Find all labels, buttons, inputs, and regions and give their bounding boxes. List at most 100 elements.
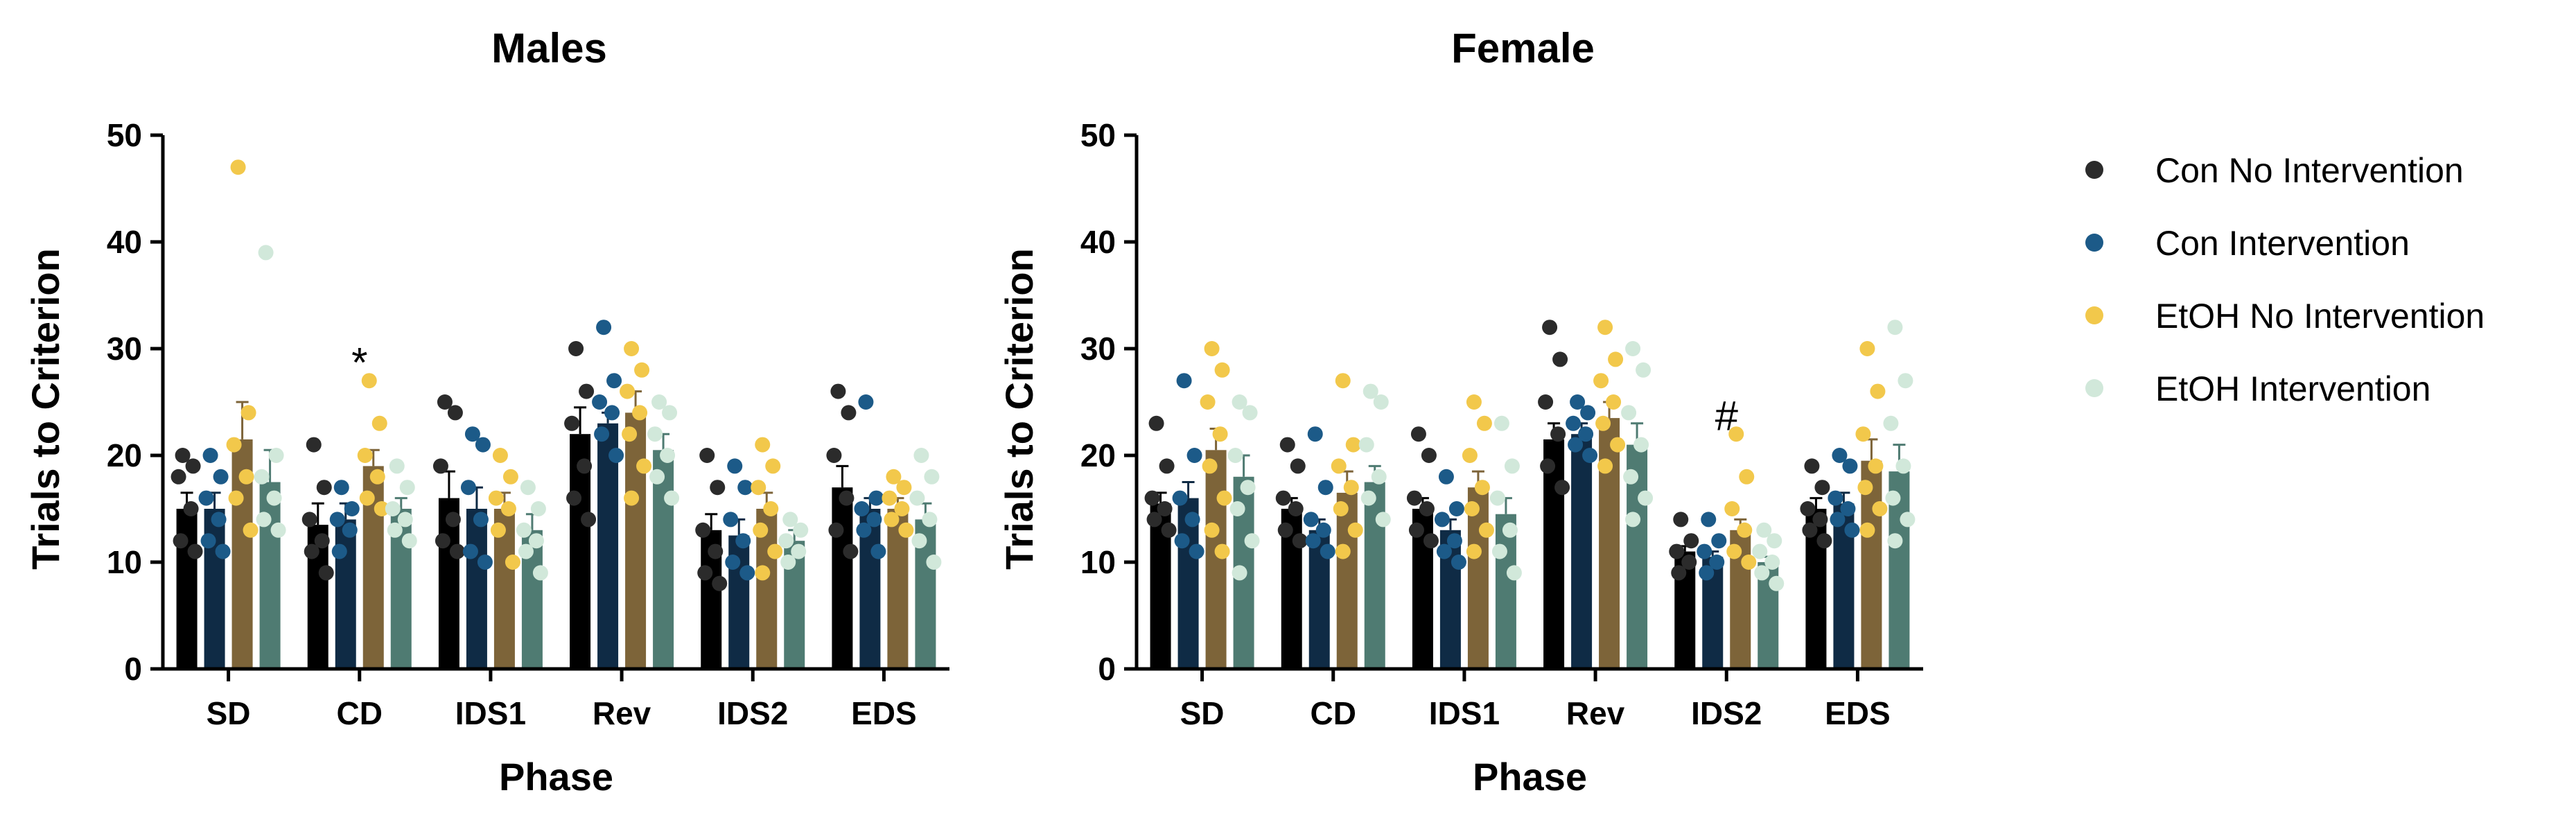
bar <box>466 509 487 669</box>
data-point <box>1580 405 1596 421</box>
data-point <box>460 480 476 496</box>
data-point <box>765 458 781 474</box>
data-point <box>230 159 246 175</box>
data-point <box>566 490 582 506</box>
data-point <box>1331 458 1347 474</box>
data-point <box>1883 415 1899 431</box>
data-point <box>1303 512 1319 527</box>
data-point <box>200 533 216 549</box>
data-point <box>723 512 739 527</box>
data-point <box>712 575 728 591</box>
data-point <box>1683 533 1699 549</box>
data-point <box>898 522 914 538</box>
data-point <box>1343 480 1359 496</box>
data-point <box>1554 480 1570 496</box>
data-point <box>1335 373 1351 389</box>
data-point <box>435 533 450 549</box>
data-point <box>1358 437 1374 453</box>
data-point <box>735 533 751 549</box>
data-point <box>739 565 755 581</box>
data-point <box>238 469 254 485</box>
data-point <box>258 245 274 261</box>
bar <box>1543 439 1565 669</box>
bar <box>1177 498 1199 669</box>
data-point <box>462 543 478 559</box>
data-point <box>856 522 872 538</box>
data-point <box>1844 522 1860 538</box>
data-point <box>1216 490 1232 506</box>
data-point <box>1146 512 1162 527</box>
data-point <box>1804 458 1820 474</box>
data-point <box>1900 512 1916 527</box>
data-point <box>185 458 201 474</box>
data-point <box>1144 490 1160 506</box>
data-point <box>1597 320 1613 335</box>
data-point <box>1597 458 1613 474</box>
data-point <box>1375 512 1391 527</box>
bar <box>570 434 591 669</box>
data-point <box>1767 533 1782 549</box>
data-point <box>1371 469 1387 485</box>
bar <box>438 498 459 669</box>
x-tick-label: IDS2 <box>717 695 788 731</box>
data-point <box>304 543 319 559</box>
data-point <box>1885 490 1901 506</box>
data-point <box>697 565 713 581</box>
data-point <box>1812 512 1828 527</box>
data-point <box>791 543 807 559</box>
legend-marker <box>2085 379 2103 397</box>
data-point <box>397 512 413 527</box>
data-point <box>488 490 504 506</box>
bar <box>1599 418 1620 669</box>
data-point <box>473 512 489 527</box>
data-point <box>911 533 927 549</box>
data-point <box>1229 501 1245 516</box>
data-point <box>1489 490 1505 506</box>
data-point <box>516 522 532 538</box>
data-point <box>1623 469 1639 485</box>
data-point <box>830 383 846 399</box>
data-point <box>1474 480 1490 496</box>
data-point <box>793 522 809 538</box>
data-point <box>1769 575 1785 591</box>
legend-label: EtOH No Intervention <box>2155 297 2485 335</box>
data-point <box>1832 448 1848 463</box>
data-point <box>843 543 859 559</box>
x-tick-label: Rev <box>1566 695 1625 731</box>
data-point <box>1288 501 1304 516</box>
y-tick-label: 20 <box>1080 437 1116 473</box>
data-point <box>695 522 711 538</box>
data-point <box>1741 555 1757 570</box>
data-point <box>1438 469 1454 485</box>
data-point <box>620 383 636 399</box>
data-point <box>664 490 680 506</box>
data-point <box>858 394 874 410</box>
data-point <box>1701 512 1717 527</box>
data-point <box>505 555 520 570</box>
data-point <box>564 415 580 431</box>
data-point <box>1859 522 1875 538</box>
data-point <box>342 522 358 538</box>
data-point <box>1728 426 1744 442</box>
data-point <box>1506 565 1522 581</box>
data-point <box>1307 426 1323 442</box>
data-point <box>1335 543 1351 559</box>
data-point <box>1697 543 1712 559</box>
data-point <box>432 458 448 474</box>
data-point <box>183 501 199 516</box>
data-point <box>333 480 349 496</box>
data-point <box>1870 383 1886 399</box>
data-point <box>1802 522 1818 538</box>
data-point <box>211 512 227 527</box>
data-point <box>636 458 652 474</box>
data-point <box>198 490 214 506</box>
data-point <box>1227 448 1243 463</box>
data-point <box>1538 394 1554 410</box>
data-point <box>1279 437 1295 453</box>
x-tick-label: IDS2 <box>1691 695 1762 731</box>
y-tick-label: 20 <box>107 437 142 473</box>
data-point <box>828 522 844 538</box>
data-point <box>1582 448 1598 463</box>
data-point <box>1578 426 1594 442</box>
